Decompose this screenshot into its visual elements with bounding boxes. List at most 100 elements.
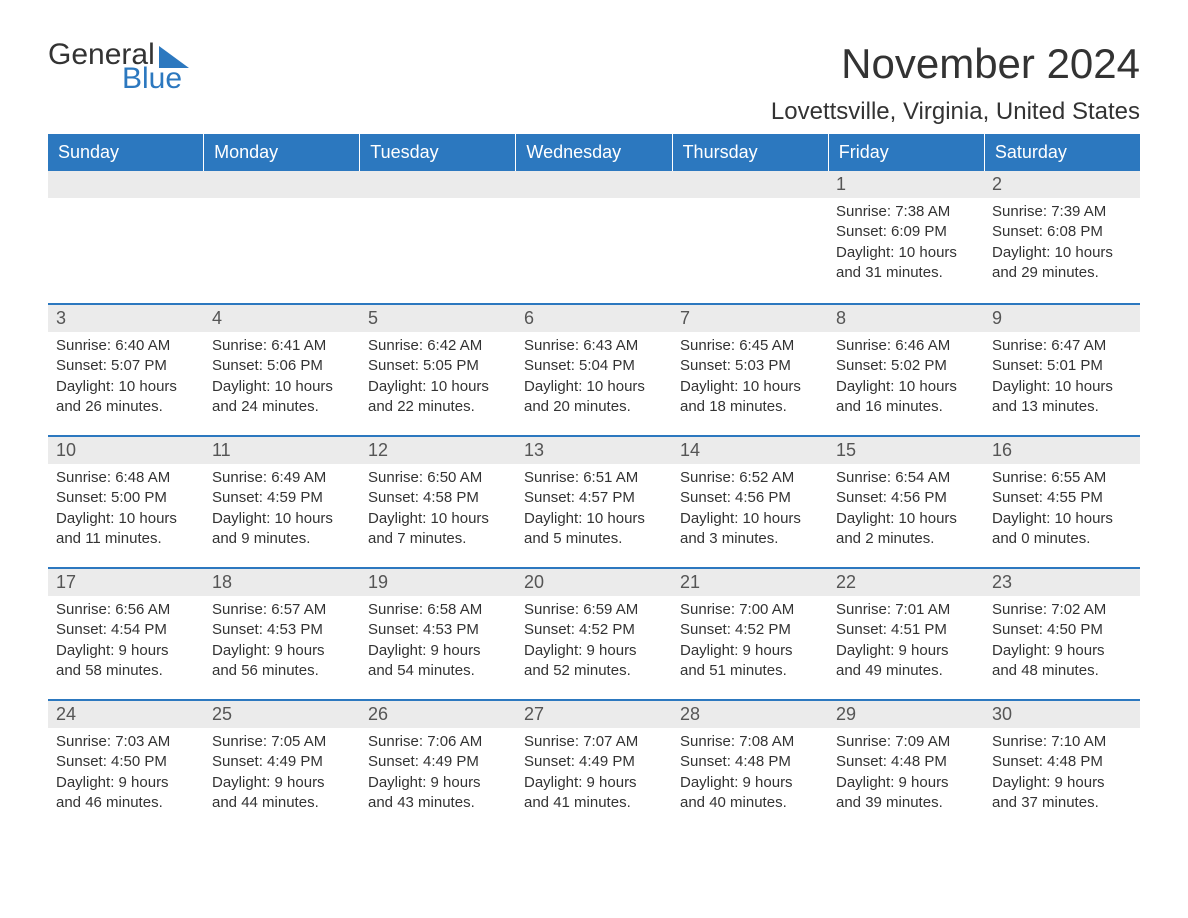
calendar-day: 18Sunrise: 6:57 AMSunset: 4:53 PMDayligh…	[204, 569, 360, 699]
day-d2: and 9 minutes.	[212, 529, 352, 549]
calendar-day: 9Sunrise: 6:47 AMSunset: 5:01 PMDaylight…	[984, 305, 1140, 435]
day-details: Sunrise: 7:03 AMSunset: 4:50 PMDaylight:…	[48, 728, 204, 823]
title-block: November 2024 Lovettsville, Virginia, Un…	[771, 40, 1140, 126]
calendar-day: 13Sunrise: 6:51 AMSunset: 4:57 PMDayligh…	[516, 437, 672, 567]
calendar-day: 3Sunrise: 6:40 AMSunset: 5:07 PMDaylight…	[48, 305, 204, 435]
day-sunrise: Sunrise: 6:51 AM	[524, 468, 664, 488]
day-number: 2	[984, 171, 1140, 198]
day-sunset: Sunset: 4:51 PM	[836, 620, 976, 640]
day-sunrise: Sunrise: 6:41 AM	[212, 336, 352, 356]
day-number: 17	[48, 569, 204, 596]
day-d1: Daylight: 9 hours	[368, 773, 508, 793]
day-d1: Daylight: 9 hours	[368, 641, 508, 661]
day-d1: Daylight: 9 hours	[836, 773, 976, 793]
calendar-day: 26Sunrise: 7:06 AMSunset: 4:49 PMDayligh…	[360, 701, 516, 831]
day-number: 11	[204, 437, 360, 464]
day-sunrise: Sunrise: 6:43 AM	[524, 336, 664, 356]
calendar-day	[672, 171, 828, 303]
day-sunset: Sunset: 4:49 PM	[212, 752, 352, 772]
calendar-day: 5Sunrise: 6:42 AMSunset: 5:05 PMDaylight…	[360, 305, 516, 435]
day-number: 22	[828, 569, 984, 596]
day-d1: Daylight: 10 hours	[524, 509, 664, 529]
day-number	[360, 171, 516, 198]
day-d1: Daylight: 10 hours	[836, 509, 976, 529]
day-sunset: Sunset: 4:49 PM	[368, 752, 508, 772]
day-d1: Daylight: 9 hours	[56, 641, 196, 661]
day-d1: Daylight: 9 hours	[524, 773, 664, 793]
day-sunset: Sunset: 4:58 PM	[368, 488, 508, 508]
day-sunset: Sunset: 4:55 PM	[992, 488, 1132, 508]
day-d2: and 11 minutes.	[56, 529, 196, 549]
calendar-day: 12Sunrise: 6:50 AMSunset: 4:58 PMDayligh…	[360, 437, 516, 567]
day-sunset: Sunset: 5:04 PM	[524, 356, 664, 376]
calendar-day: 10Sunrise: 6:48 AMSunset: 5:00 PMDayligh…	[48, 437, 204, 567]
day-number: 10	[48, 437, 204, 464]
day-sunrise: Sunrise: 6:49 AM	[212, 468, 352, 488]
day-sunrise: Sunrise: 6:52 AM	[680, 468, 820, 488]
calendar-day: 29Sunrise: 7:09 AMSunset: 4:48 PMDayligh…	[828, 701, 984, 831]
day-number: 8	[828, 305, 984, 332]
day-sunset: Sunset: 4:48 PM	[836, 752, 976, 772]
day-details: Sunrise: 6:59 AMSunset: 4:52 PMDaylight:…	[516, 596, 672, 691]
day-sunrise: Sunrise: 6:48 AM	[56, 468, 196, 488]
calendar-day: 19Sunrise: 6:58 AMSunset: 4:53 PMDayligh…	[360, 569, 516, 699]
day-number: 28	[672, 701, 828, 728]
day-d2: and 46 minutes.	[56, 793, 196, 813]
day-d2: and 29 minutes.	[992, 263, 1132, 283]
day-details: Sunrise: 7:01 AMSunset: 4:51 PMDaylight:…	[828, 596, 984, 691]
day-d1: Daylight: 9 hours	[992, 773, 1132, 793]
day-d2: and 16 minutes.	[836, 397, 976, 417]
calendar-day: 28Sunrise: 7:08 AMSunset: 4:48 PMDayligh…	[672, 701, 828, 831]
day-d2: and 26 minutes.	[56, 397, 196, 417]
day-d1: Daylight: 9 hours	[56, 773, 196, 793]
calendar-day: 6Sunrise: 6:43 AMSunset: 5:04 PMDaylight…	[516, 305, 672, 435]
calendar-day: 14Sunrise: 6:52 AMSunset: 4:56 PMDayligh…	[672, 437, 828, 567]
day-d1: Daylight: 10 hours	[368, 509, 508, 529]
day-details: Sunrise: 7:00 AMSunset: 4:52 PMDaylight:…	[672, 596, 828, 691]
day-details: Sunrise: 6:58 AMSunset: 4:53 PMDaylight:…	[360, 596, 516, 691]
day-number	[204, 171, 360, 198]
day-details: Sunrise: 6:42 AMSunset: 5:05 PMDaylight:…	[360, 332, 516, 427]
day-sunrise: Sunrise: 6:56 AM	[56, 600, 196, 620]
day-d1: Daylight: 10 hours	[992, 509, 1132, 529]
day-sunrise: Sunrise: 7:10 AM	[992, 732, 1132, 752]
day-sunset: Sunset: 4:59 PM	[212, 488, 352, 508]
day-d2: and 48 minutes.	[992, 661, 1132, 681]
weekday-header: Sunday	[48, 134, 204, 171]
day-d2: and 44 minutes.	[212, 793, 352, 813]
day-number: 24	[48, 701, 204, 728]
day-number: 14	[672, 437, 828, 464]
day-number	[48, 171, 204, 198]
weekday-header-row: SundayMondayTuesdayWednesdayThursdayFrid…	[48, 134, 1140, 171]
day-details: Sunrise: 6:47 AMSunset: 5:01 PMDaylight:…	[984, 332, 1140, 427]
day-details: Sunrise: 6:50 AMSunset: 4:58 PMDaylight:…	[360, 464, 516, 559]
day-d1: Daylight: 9 hours	[212, 641, 352, 661]
day-sunset: Sunset: 4:53 PM	[368, 620, 508, 640]
day-sunrise: Sunrise: 6:40 AM	[56, 336, 196, 356]
calendar-day: 15Sunrise: 6:54 AMSunset: 4:56 PMDayligh…	[828, 437, 984, 567]
day-details: Sunrise: 7:08 AMSunset: 4:48 PMDaylight:…	[672, 728, 828, 823]
day-number: 12	[360, 437, 516, 464]
day-number: 3	[48, 305, 204, 332]
day-sunset: Sunset: 4:50 PM	[992, 620, 1132, 640]
day-d2: and 41 minutes.	[524, 793, 664, 813]
calendar-day	[48, 171, 204, 303]
weekday-header: Saturday	[985, 134, 1140, 171]
day-details: Sunrise: 6:49 AMSunset: 4:59 PMDaylight:…	[204, 464, 360, 559]
day-details: Sunrise: 7:02 AMSunset: 4:50 PMDaylight:…	[984, 596, 1140, 691]
day-d1: Daylight: 10 hours	[836, 377, 976, 397]
day-sunrise: Sunrise: 6:50 AM	[368, 468, 508, 488]
calendar-day: 27Sunrise: 7:07 AMSunset: 4:49 PMDayligh…	[516, 701, 672, 831]
calendar-day: 16Sunrise: 6:55 AMSunset: 4:55 PMDayligh…	[984, 437, 1140, 567]
weekday-header: Tuesday	[360, 134, 516, 171]
day-sunset: Sunset: 4:52 PM	[680, 620, 820, 640]
day-sunrise: Sunrise: 7:05 AM	[212, 732, 352, 752]
day-sunset: Sunset: 4:50 PM	[56, 752, 196, 772]
day-d2: and 3 minutes.	[680, 529, 820, 549]
day-details: Sunrise: 7:05 AMSunset: 4:49 PMDaylight:…	[204, 728, 360, 823]
day-details: Sunrise: 6:54 AMSunset: 4:56 PMDaylight:…	[828, 464, 984, 559]
day-details: Sunrise: 6:46 AMSunset: 5:02 PMDaylight:…	[828, 332, 984, 427]
day-d2: and 56 minutes.	[212, 661, 352, 681]
day-d1: Daylight: 10 hours	[212, 377, 352, 397]
weeks-container: 1Sunrise: 7:38 AMSunset: 6:09 PMDaylight…	[48, 171, 1140, 831]
